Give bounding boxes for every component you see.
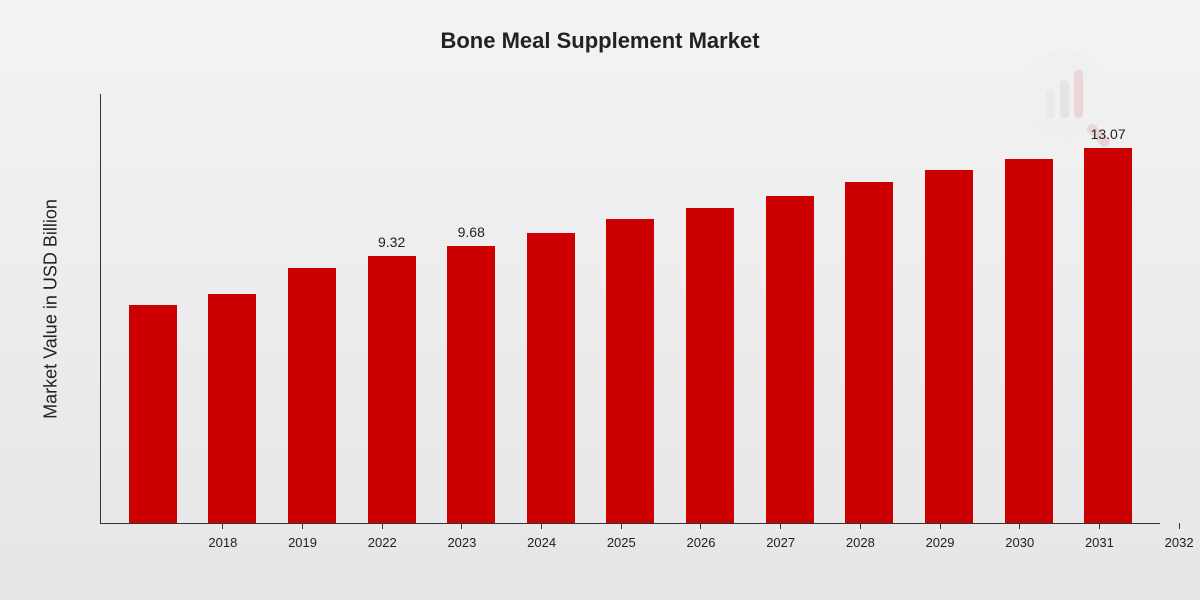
- bar-slot: [511, 94, 591, 523]
- bar: [845, 182, 893, 523]
- bar-slot: 9.32: [352, 94, 432, 523]
- x-tick: 2026: [661, 523, 741, 550]
- x-axis: 2018 2019 2022 2023 2024 2025 2026 2027 2028 2029…: [171, 523, 1200, 550]
- x-tick: 2023: [422, 523, 502, 550]
- bar: 9.68: [447, 246, 495, 523]
- x-tick-mark: [940, 523, 941, 529]
- x-tick-mark: [382, 523, 383, 529]
- x-tick-mark: [1179, 523, 1180, 529]
- x-tick-label: 2031: [1085, 535, 1114, 550]
- bar-slot: 9.68: [431, 94, 511, 523]
- x-tick-mark: [461, 523, 462, 529]
- chart-title: Bone Meal Supplement Market: [30, 28, 1170, 54]
- bar: 13.07: [1084, 148, 1132, 523]
- x-tick-mark: [780, 523, 781, 529]
- x-tick-label: 2028: [846, 535, 875, 550]
- bar: [208, 294, 256, 523]
- bar: [527, 233, 575, 523]
- x-tick: 2030: [980, 523, 1060, 550]
- x-tick-label: 2019: [288, 535, 317, 550]
- x-tick-mark: [860, 523, 861, 529]
- bar-value-label: 13.07: [1091, 126, 1126, 142]
- bar-slot: [670, 94, 750, 523]
- bar: [766, 196, 814, 523]
- y-axis-label: Market Value in USD Billion: [41, 199, 62, 419]
- chart-container: Bone Meal Supplement Market Market Value…: [0, 0, 1200, 600]
- x-tick: 2028: [821, 523, 901, 550]
- x-tick-mark: [302, 523, 303, 529]
- bar-value-label: 9.32: [378, 234, 405, 250]
- x-tick-label: 2026: [687, 535, 716, 550]
- x-tick: 2029: [900, 523, 980, 550]
- bars-group: 9.32 9.68 13.07: [101, 94, 1160, 523]
- bar-slot: [989, 94, 1069, 523]
- x-tick: 2019: [263, 523, 343, 550]
- bar: [288, 268, 336, 523]
- x-tick-label: 2023: [447, 535, 476, 550]
- bar-slot: [193, 94, 273, 523]
- plot-area: Market Value in USD Billion 9.329.6813.0…: [100, 94, 1160, 524]
- bar-slot: 13.07: [1068, 94, 1148, 523]
- x-tick-mark: [541, 523, 542, 529]
- x-tick-label: 2018: [208, 535, 237, 550]
- x-tick-mark: [700, 523, 701, 529]
- x-tick: 2018: [183, 523, 263, 550]
- x-tick-mark: [1019, 523, 1020, 529]
- x-tick-label: 2024: [527, 535, 556, 550]
- x-tick-label: 2032: [1165, 535, 1194, 550]
- bar: 9.32: [368, 256, 416, 523]
- x-tick-mark: [222, 523, 223, 529]
- bar-value-label: 9.68: [458, 224, 485, 240]
- x-tick: 2031: [1060, 523, 1140, 550]
- x-tick-mark: [1099, 523, 1100, 529]
- bar-slot: [113, 94, 193, 523]
- bar-slot: [750, 94, 830, 523]
- bar: [129, 305, 177, 523]
- x-tick: 2024: [502, 523, 582, 550]
- bar: [686, 208, 734, 523]
- x-tick-mark: [621, 523, 622, 529]
- bar: [925, 170, 973, 523]
- x-tick: 2025: [581, 523, 661, 550]
- bar-slot: [829, 94, 909, 523]
- bar-slot: [591, 94, 671, 523]
- x-tick-label: 2030: [1005, 535, 1034, 550]
- x-tick-label: 2025: [607, 535, 636, 550]
- bar: [1005, 159, 1053, 523]
- bar: [606, 219, 654, 523]
- bar-slot: [909, 94, 989, 523]
- x-tick: 2032: [1139, 523, 1200, 550]
- x-tick: 2027: [741, 523, 821, 550]
- x-tick-label: 2029: [926, 535, 955, 550]
- x-tick-label: 2022: [368, 535, 397, 550]
- x-tick-label: 2027: [766, 535, 795, 550]
- bar-slot: [272, 94, 352, 523]
- x-tick: 2022: [342, 523, 422, 550]
